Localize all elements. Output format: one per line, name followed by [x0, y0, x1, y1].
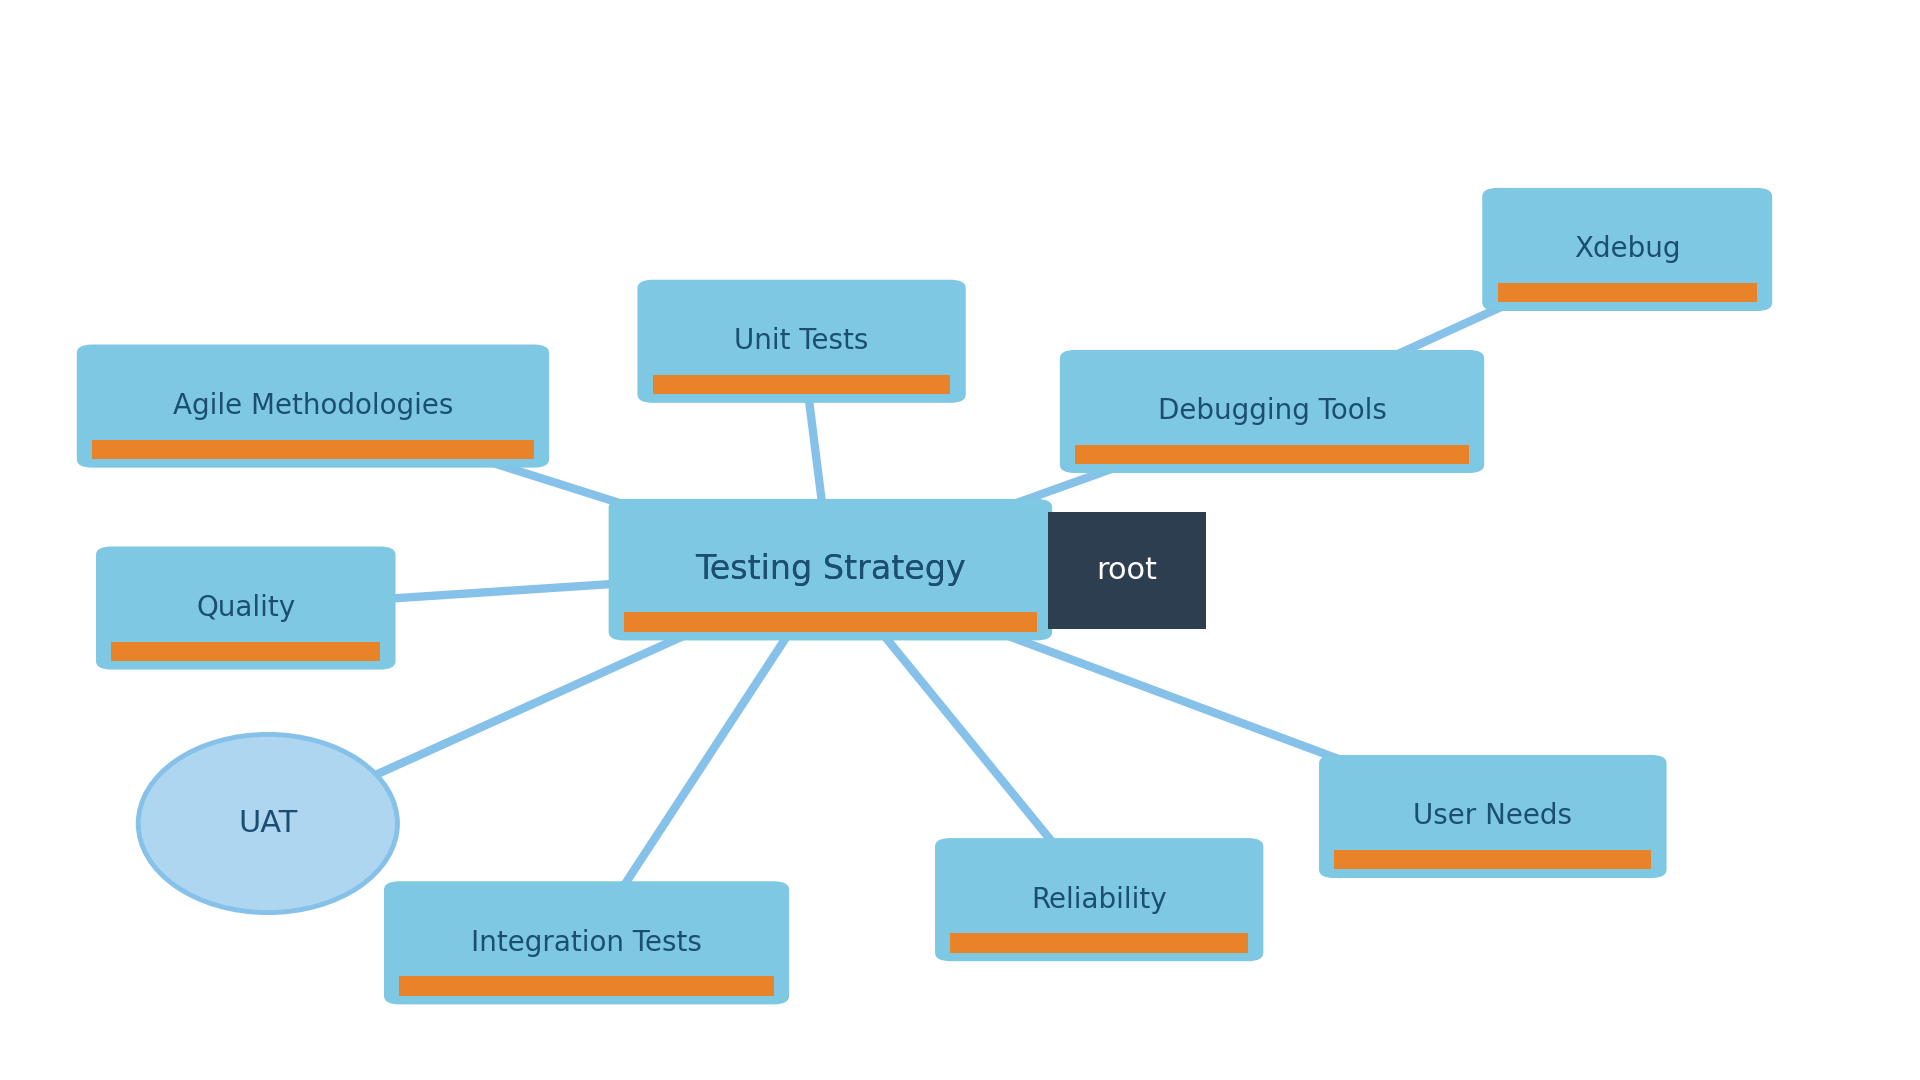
FancyBboxPatch shape [384, 881, 789, 1004]
Text: Testing Strategy: Testing Strategy [695, 553, 966, 586]
Bar [111, 642, 380, 661]
FancyBboxPatch shape [1319, 755, 1667, 878]
FancyBboxPatch shape [1048, 512, 1206, 629]
FancyBboxPatch shape [1482, 188, 1772, 311]
Text: Testing Strategy: Testing Strategy [695, 553, 966, 586]
Bar [1334, 850, 1651, 869]
Bar [92, 440, 534, 459]
FancyBboxPatch shape [637, 280, 966, 403]
Bar [653, 375, 950, 394]
Text: root: root [1096, 556, 1158, 584]
Text: UAT: UAT [238, 809, 298, 838]
FancyBboxPatch shape [935, 838, 1263, 961]
FancyBboxPatch shape [96, 546, 396, 670]
Text: Debugging Tools: Debugging Tools [1158, 397, 1386, 426]
Bar [399, 976, 774, 996]
Text: Quality: Quality [196, 594, 296, 622]
Ellipse shape [138, 734, 397, 913]
Text: Integration Tests: Integration Tests [470, 929, 703, 957]
Bar [1498, 283, 1757, 302]
FancyBboxPatch shape [77, 345, 549, 468]
Bar [624, 612, 1037, 632]
Bar [1075, 445, 1469, 464]
Text: User Needs: User Needs [1413, 802, 1572, 831]
FancyBboxPatch shape [1060, 350, 1484, 473]
Text: Xdebug: Xdebug [1574, 235, 1680, 264]
Text: Reliability: Reliability [1031, 886, 1167, 914]
Text: Unit Tests: Unit Tests [735, 327, 868, 355]
Text: Agile Methodologies: Agile Methodologies [173, 392, 453, 420]
Bar [950, 933, 1248, 953]
Bar [624, 612, 1037, 632]
FancyBboxPatch shape [609, 499, 1052, 640]
